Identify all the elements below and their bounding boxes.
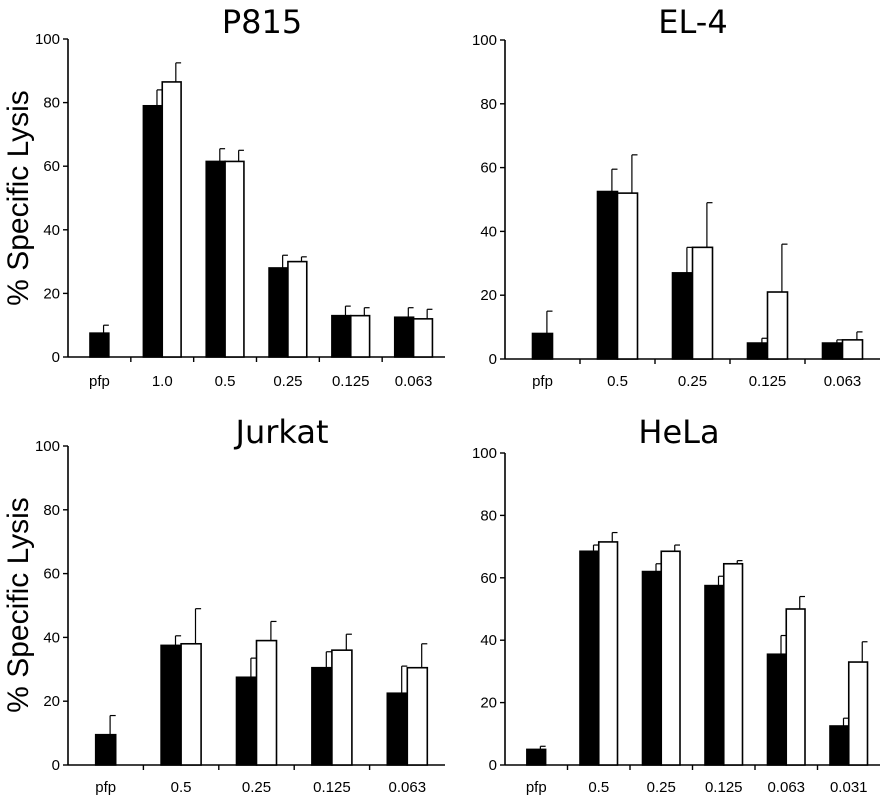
category-label: pfp [526,779,547,796]
category-label: 0.031 [830,779,868,796]
filled-bar [704,584,725,766]
category-label: 0.5 [171,779,192,796]
y-tick-label: 100 [472,445,497,462]
y-tick-label: 0 [489,351,497,368]
category-label: 0.063 [389,779,427,796]
y-tick-label: 40 [43,222,60,239]
filled-bar [268,267,289,358]
y-tick-label: 80 [480,96,497,113]
open-bar [691,246,714,360]
filled-bar [160,644,182,766]
category-label: 0.5 [588,779,609,796]
category-label: 0.063 [767,779,805,796]
panel-title: HeLa [638,413,719,451]
category-label: 0.063 [395,373,433,390]
open-bar [224,160,245,358]
y-tick-label: 60 [43,566,60,583]
y-tick-label: 20 [480,287,497,304]
category-label: 0.25 [242,779,271,796]
y-tick-label: 20 [43,285,60,302]
category-label: 0.063 [824,373,862,390]
category-label: 0.125 [705,779,743,796]
y-tick-label: 100 [472,32,497,49]
category-label: pfp [95,779,116,796]
panel-2: Jurkat % Specific Lysis 0 20 40 60 80 100 pfp 0.5… [2,413,445,796]
filled-bar [94,733,117,766]
open-bar [722,562,744,766]
open-bar [841,339,864,360]
open-bar [349,314,371,358]
filled-bar [766,653,788,766]
panel-title: Jurkat [234,413,329,451]
open-bar [847,661,869,766]
open-bar [660,550,681,766]
category-label: pfp [89,373,110,390]
y-tick-label: 0 [489,757,497,774]
filled-bar [641,570,663,766]
filled-bar [89,332,110,358]
filled-bar [531,332,554,360]
y-tick-label: 20 [43,693,60,710]
open-bar [255,639,278,766]
filled-bar [526,748,547,766]
panel-title: EL-4 [658,3,727,41]
filled-bar [579,550,600,766]
filled-bar [142,104,164,358]
y-tick-label: 80 [480,507,497,524]
filled-bar [205,160,226,358]
y-tick-label: 100 [35,438,60,455]
filled-bar [671,272,694,360]
category-label: 0.25 [678,373,707,390]
filled-bar [829,725,850,766]
open-bar [287,260,308,358]
open-bar [597,541,619,766]
y-tick-label: 40 [480,223,497,240]
filled-bar [596,190,619,360]
y-axis-label: % Specific Lysis [2,90,35,306]
y-tick-label: 40 [43,629,60,646]
open-bar [766,291,789,360]
y-tick-label: 0 [52,757,60,774]
open-bar [161,81,182,358]
panel-1: EL-4 0 20 40 60 80 100 pfp 0.5 0.25 0.125 0.063 [472,3,880,390]
open-bar [785,608,806,766]
y-tick-label: 60 [480,570,497,587]
category-label: 1.0 [152,373,173,390]
category-label: 0.125 [749,373,787,390]
y-tick-label: 20 [480,695,497,712]
open-bar [412,318,434,358]
y-tick-label: 80 [43,95,60,112]
open-bar [331,649,353,766]
y-tick-label: 100 [35,31,60,48]
y-axis-label: % Specific Lysis [2,497,35,713]
category-label: 0.125 [332,373,370,390]
filled-bar [393,316,415,358]
category-label: 0.5 [215,373,236,390]
panel-3: HeLa 0 20 40 60 80 100 pfp 0.5 0.25 0.125 0.063 0.03… [472,413,880,796]
y-tick-label: 80 [43,502,60,519]
y-tick-label: 40 [480,632,497,649]
category-label: pfp [532,373,553,390]
filled-bar [746,342,769,360]
panel-title: P815 [222,3,302,41]
filled-bar [331,314,352,358]
open-bar [180,642,202,766]
category-label: 0.125 [313,779,351,796]
category-label: 0.25 [273,373,302,390]
panel-0: P815 % Specific Lysis 0 20 40 60 80 100 pfp 1.0 0.… [2,3,445,390]
filled-bar [821,342,844,360]
category-label: 0.5 [607,373,628,390]
y-tick-label: 60 [43,158,60,175]
y-tick-label: 0 [52,349,60,366]
y-tick-label: 60 [480,160,497,177]
filled-bar [235,676,258,766]
filled-bar [386,692,409,766]
open-bar [616,192,639,360]
category-label: 0.25 [647,779,676,796]
open-bar [406,666,429,766]
filled-bar [311,666,333,766]
